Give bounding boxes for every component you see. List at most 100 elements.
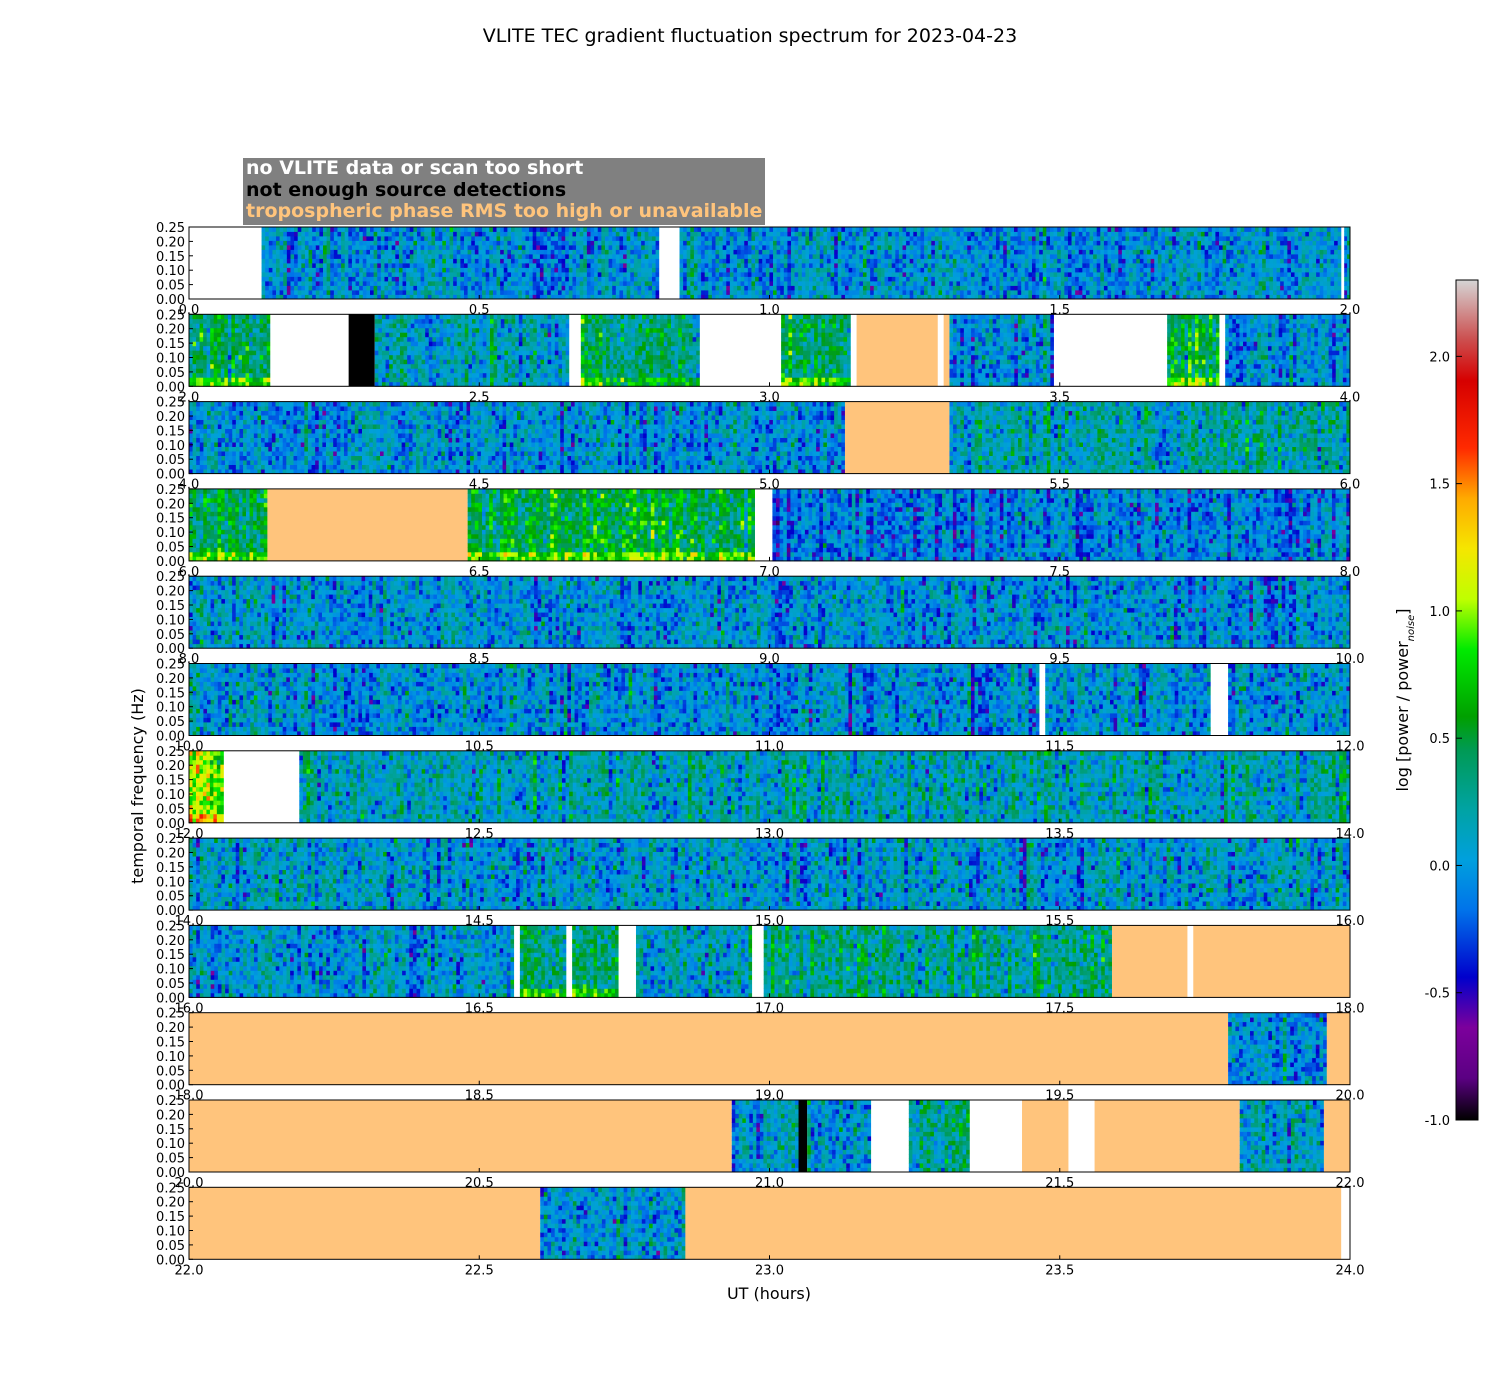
spectrum-cell [359, 290, 363, 295]
spectrum-cell [341, 250, 345, 255]
spectrum-cell [290, 236, 294, 241]
spectrum-cell [276, 277, 280, 282]
spectrum-cell [348, 250, 352, 255]
spectrum-cell [392, 250, 396, 255]
spectrum-cell [366, 250, 370, 255]
spectrum-cell [413, 281, 417, 286]
spectrum-cell [294, 259, 298, 264]
spectrum-cell [403, 268, 407, 273]
spectrum-cell [417, 241, 421, 246]
spectrum-cell [334, 272, 338, 277]
spectrum-cell [428, 277, 432, 282]
spectrum-cell [345, 245, 349, 250]
spectrum-cell [428, 241, 432, 246]
spectrum-cell [428, 245, 432, 250]
spectrum-cell [330, 290, 334, 295]
spectrum-cell [356, 245, 360, 250]
spectrum-cell [305, 254, 309, 259]
spectrum-cell [435, 290, 439, 295]
spectrum-cell [384, 227, 388, 232]
spectrum-cell [334, 227, 338, 232]
spectrum-cell [309, 250, 313, 255]
spectrum-cell [359, 227, 363, 232]
spectrum-cell [384, 277, 388, 282]
spectrum-cell [410, 268, 414, 273]
spectrum-cell [431, 286, 435, 291]
spectrum-cell [287, 227, 291, 232]
spectrum-cell [366, 232, 370, 237]
spectrum-cell [348, 241, 352, 246]
spectrum-cell [406, 268, 410, 273]
spectrum-cell [352, 236, 356, 241]
spectrum-cell [309, 254, 313, 259]
spectrum-cell [352, 259, 356, 264]
spectrum-cell [341, 286, 345, 291]
spectrum-cell [384, 268, 388, 273]
spectrum-cell [392, 286, 396, 291]
spectrum-cell [377, 232, 381, 237]
spectrum-cell [384, 272, 388, 277]
spectrum-cell [428, 286, 432, 291]
spectrum-cell [366, 281, 370, 286]
spectrum-cell [435, 281, 439, 286]
spectrum-cell [280, 272, 284, 277]
spectrum-cell [319, 236, 323, 241]
spectrum-cell [334, 281, 338, 286]
spectrum-cell [439, 241, 443, 246]
spectrum-cell [276, 227, 280, 232]
spectrum-cell [421, 227, 425, 232]
spectrum-cell [305, 268, 309, 273]
spectrum-cell [399, 227, 403, 232]
spectrum-cell [359, 277, 363, 282]
spectrum-cell [323, 272, 327, 277]
spectrum-cell [421, 254, 425, 259]
spectrum-cell [323, 281, 327, 286]
spectrum-cell [341, 268, 345, 273]
spectrum-cell [287, 268, 291, 273]
spectrum-cell [399, 236, 403, 241]
spectrum-cell [280, 254, 284, 259]
spectrum-cell [345, 259, 349, 264]
spectrum-cell [316, 268, 320, 273]
spectrum-cell [439, 250, 443, 255]
spectrum-cell [298, 245, 302, 250]
spectrum-cell [384, 286, 388, 291]
spectrum-cell [265, 259, 269, 264]
spectrum-cell [370, 286, 374, 291]
spectrum-cell [356, 281, 360, 286]
spectrum-cell [352, 227, 356, 232]
spectrum-cell [370, 254, 374, 259]
spectrum-cell [272, 268, 276, 273]
spectrum-cell [334, 254, 338, 259]
spectrum-cell [301, 290, 305, 295]
spectrum-cell [363, 277, 367, 282]
spectrum-cell [413, 272, 417, 277]
spectrum-cell [410, 245, 414, 250]
spectrum-cell [309, 272, 313, 277]
spectrum-cell [421, 286, 425, 291]
spectrum-cell [417, 259, 421, 264]
spectrum-cell [439, 263, 443, 268]
spectrum-cell [406, 259, 410, 264]
spectrum-cell [269, 236, 273, 241]
spectrum-cell [352, 268, 356, 273]
spectrum-cell [290, 286, 294, 291]
spectrum-cell [312, 259, 316, 264]
spectrum-cell [431, 236, 435, 241]
spectrum-cell [363, 250, 367, 255]
spectrum-cell [374, 281, 378, 286]
spectrum-cell [348, 277, 352, 282]
spectrum-cell [272, 254, 276, 259]
spectrum-cell [410, 232, 414, 237]
spectrum-cell [356, 232, 360, 237]
spectrum-cell [352, 241, 356, 246]
spectrum-cell [330, 254, 334, 259]
spectrum-cell [305, 232, 309, 237]
spectrum-cell [410, 259, 414, 264]
spectrum-cell [395, 263, 399, 268]
spectrum-cell [323, 254, 327, 259]
spectrum-cell [283, 245, 287, 250]
spectrum-cell [403, 263, 407, 268]
spectrum-cell [381, 290, 385, 295]
spectrum-cell [312, 245, 316, 250]
